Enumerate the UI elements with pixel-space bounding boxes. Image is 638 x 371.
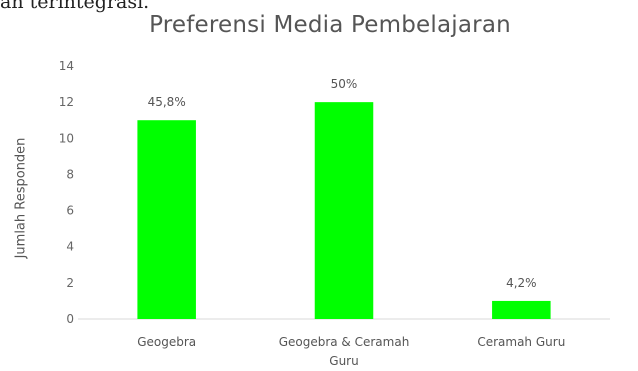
category-label: Ceramah Guru [477,335,565,349]
category-label: Geogebra & Ceramah Guru [279,335,410,368]
y-tick-label: 2 [66,276,74,290]
y-tick-label: 8 [66,167,74,181]
bar [492,300,551,319]
bar [314,102,374,320]
bar [137,120,196,319]
cropped-text-fragment: an terintegrasi. [0,0,150,13]
data-label: 50% [331,77,358,91]
data-label: 4,2% [506,276,537,290]
y-tick-label: 12 [59,95,74,109]
data-label: 45,8% [148,95,186,109]
y-tick-label: 10 [59,131,74,145]
y-tick-label: 4 [66,240,74,254]
y-tick-label: 0 [66,312,74,326]
y-tick-label: 6 [66,204,74,218]
category-label: Geogebra [137,335,196,349]
chart-title: Preferensi Media Pembelajaran [149,12,511,38]
y-tick-label: 14 [59,59,74,73]
